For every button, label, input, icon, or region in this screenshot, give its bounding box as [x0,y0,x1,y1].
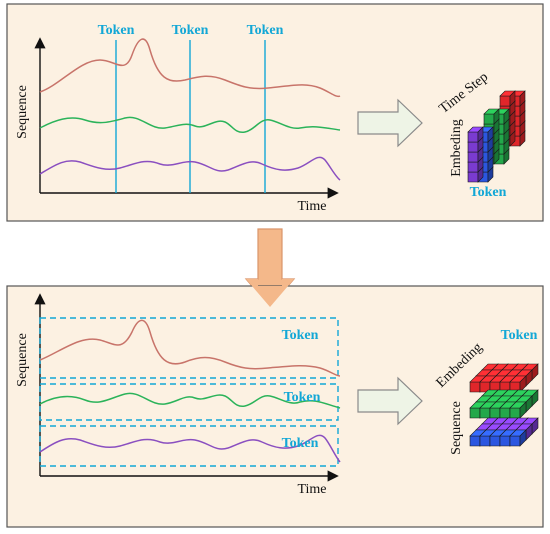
top-series-red [39,38,341,98]
bottom-cube-cell-front [489,407,501,419]
top-token-label-1: Token [98,23,135,38]
bottom-token-label-2: Token [284,390,321,405]
bottom-token-box-2 [39,383,339,421]
top-cube-cell-front [467,141,479,153]
top-y-axis-label: Sequence [15,85,30,139]
top-cube-embedding-label: Embeding [449,119,464,177]
top-cube-cell-front [483,113,495,125]
bottom-panel: Token Token Token Sequence Time Embeding… [6,279,544,528]
top-cube-token-label: Token [470,185,507,200]
top-cube-cell-side [503,108,510,125]
top-cube-cell-front [467,171,479,183]
top-cube-cell-side [493,108,500,125]
bottom-cube-cell-front [479,435,491,447]
bottom-token-box-3 [39,425,339,467]
top-x-axis-label: Time [297,199,326,214]
bottom-cube-cell-side [519,401,527,419]
bottom-cube-cell-front [489,435,501,447]
bottom-panel-background [6,285,544,528]
top-token-label-3: Token [247,23,284,38]
bottom-x-axis-label: Time [297,482,326,497]
bottom-cube-cell-side [519,375,527,393]
bottom-cube-cell-front [499,435,511,447]
top-series-green [39,116,341,134]
top-panel-background [6,3,544,222]
bottom-cube-cell-front [509,435,521,447]
bottom-token-label-1: Token [282,328,319,343]
top-cube-cell-side [487,126,494,143]
top-token-label-2: Token [172,23,209,38]
top-cube-cell-front [467,151,479,163]
bottom-series-purple [39,434,341,463]
top-cube-cell-side [509,90,516,107]
bottom-cube-cell-front [479,407,491,419]
bottom-token-box-1 [39,317,339,379]
top-cube-cell-front [467,161,479,173]
top-cube-cell-front [467,131,479,143]
top-cube-cell-front [499,95,511,107]
top-token-cube [467,90,526,183]
top-panel: Token Token Token Sequence Time Time Ste… [6,3,544,222]
bottom-series-red [39,319,341,377]
bottom-cube-cell-front [469,407,481,419]
bottom-cube-cell-front [469,435,481,447]
bottom-token-label-3: Token [282,436,319,451]
bottom-cube-cell-side [519,429,527,447]
bottom-right-arrow [357,376,423,426]
down-arrow-tip [246,279,294,307]
top-cube-cell-side [477,126,484,143]
bottom-series-green [39,392,341,409]
bottom-cube-cell-front [469,381,481,393]
bottom-cube-sequence-label: Sequence [449,401,464,455]
top-cube-cell-side [519,90,526,107]
top-right-arrow [357,98,423,148]
bottom-y-axis-label: Sequence [15,333,30,387]
top-series-purple [39,156,341,181]
bottom-cube-token-label: Token [501,328,538,343]
bottom-cube-cell-front [499,407,511,419]
bottom-cube-cell-front [509,407,521,419]
bottom-sequence-cube [469,363,539,447]
